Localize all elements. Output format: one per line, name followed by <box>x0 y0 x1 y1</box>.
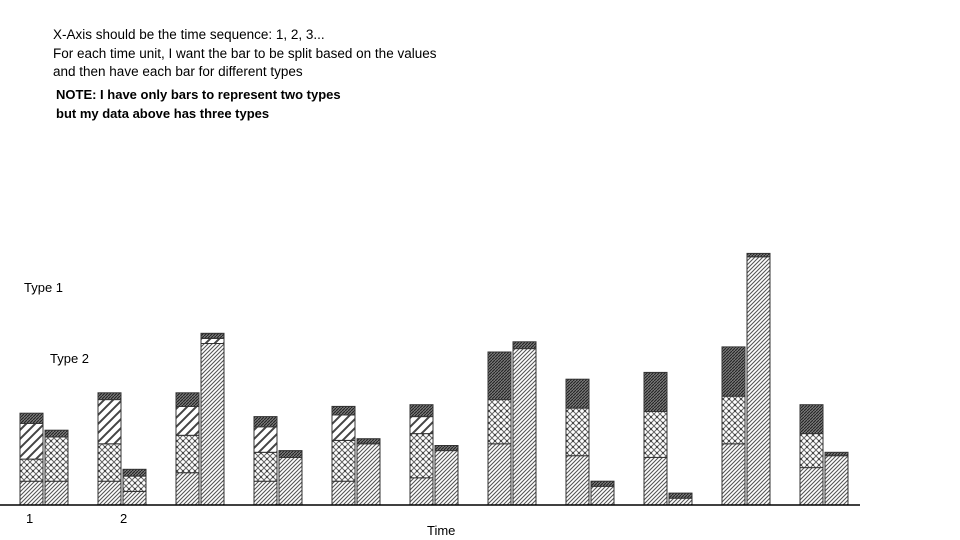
annotation-note: NOTE: I have only bars to represent two … <box>56 86 341 123</box>
bar-segment <box>746 256 771 506</box>
x-axis-label: Time <box>427 523 456 538</box>
bar-segment <box>643 456 668 506</box>
bar-segment <box>19 480 44 506</box>
bar-segment <box>44 429 69 438</box>
bar-segment <box>200 343 225 506</box>
bar-segment <box>434 450 459 506</box>
bar-segment <box>278 450 303 458</box>
bar-segment <box>331 405 356 416</box>
type-2-label: Type 2 <box>50 351 90 366</box>
x-tick-label: 2 <box>120 511 128 526</box>
bar-segment <box>409 433 434 479</box>
bar-segment <box>97 399 122 445</box>
bar-segment <box>565 378 590 409</box>
bar-segment <box>721 346 746 397</box>
bar-segment <box>97 392 122 401</box>
bar-segment <box>356 443 381 506</box>
bar-segment <box>721 395 746 445</box>
annotation-line: For each time unit, I want the bar to be… <box>53 45 437 61</box>
bar-segment <box>175 405 200 436</box>
x-tick-label: 1 <box>26 511 34 526</box>
bar-segment <box>590 480 615 487</box>
bar-segment <box>409 477 434 506</box>
bar-segment <box>824 451 849 457</box>
bar-segment <box>331 414 356 441</box>
bar-segment <box>356 438 381 445</box>
bar-segment <box>668 497 693 506</box>
bar-segment <box>512 341 537 350</box>
bar-segment <box>200 332 225 339</box>
bar-segment <box>799 433 824 469</box>
bar-segment <box>278 456 303 506</box>
bar-segment <box>668 492 693 499</box>
bar-segment <box>122 490 147 506</box>
bar-segment <box>97 480 122 506</box>
bar-segment <box>487 443 512 506</box>
bar-segment <box>122 468 147 477</box>
bar-segment <box>331 480 356 506</box>
bar-segment <box>200 337 225 344</box>
bar-segment <box>44 436 69 482</box>
bar-segment <box>253 451 278 482</box>
annotation-note-line: but my data above has three types <box>56 105 270 121</box>
bar-segment <box>175 472 200 506</box>
bar-segment <box>175 434 200 474</box>
bar-segment <box>512 348 537 506</box>
annotation-line: and then have each bar for different typ… <box>53 64 303 79</box>
bar-segment <box>643 371 668 412</box>
bar-segment <box>799 467 824 506</box>
bar-segment <box>19 412 44 424</box>
bar-segment <box>590 485 615 506</box>
bar-segment <box>487 399 512 445</box>
bar-segment <box>487 351 512 401</box>
bar-segment <box>643 411 668 458</box>
bar-segment <box>122 475 147 492</box>
bar-segment <box>565 455 590 506</box>
bar-segment <box>409 416 434 435</box>
annotation-line: X-Axis should be the time sequence: 1, 2… <box>53 27 325 42</box>
bar-segment <box>565 407 590 457</box>
bar-segment <box>175 392 200 407</box>
bar-segment <box>253 416 278 428</box>
bar-segment <box>19 458 44 482</box>
bar-segment <box>331 439 356 482</box>
bar-segment <box>721 443 746 506</box>
bar-segment <box>799 404 824 435</box>
bar-segment <box>44 480 69 506</box>
bar-segment <box>253 480 278 506</box>
annotation-text: X-Axis should be the time sequence: 1, 2… <box>53 26 436 82</box>
bar-segment <box>746 252 771 258</box>
bar-segment <box>409 404 434 418</box>
bar-segment <box>434 445 459 452</box>
bars-layer <box>19 252 849 506</box>
bar-segment <box>253 426 278 453</box>
bar-segment <box>97 443 122 482</box>
bar-segment <box>19 422 44 460</box>
type-1-label: Type 1 <box>24 280 64 295</box>
annotation-note-line: NOTE: I have only bars to represent two … <box>56 87 341 102</box>
bar-segment <box>824 455 849 506</box>
